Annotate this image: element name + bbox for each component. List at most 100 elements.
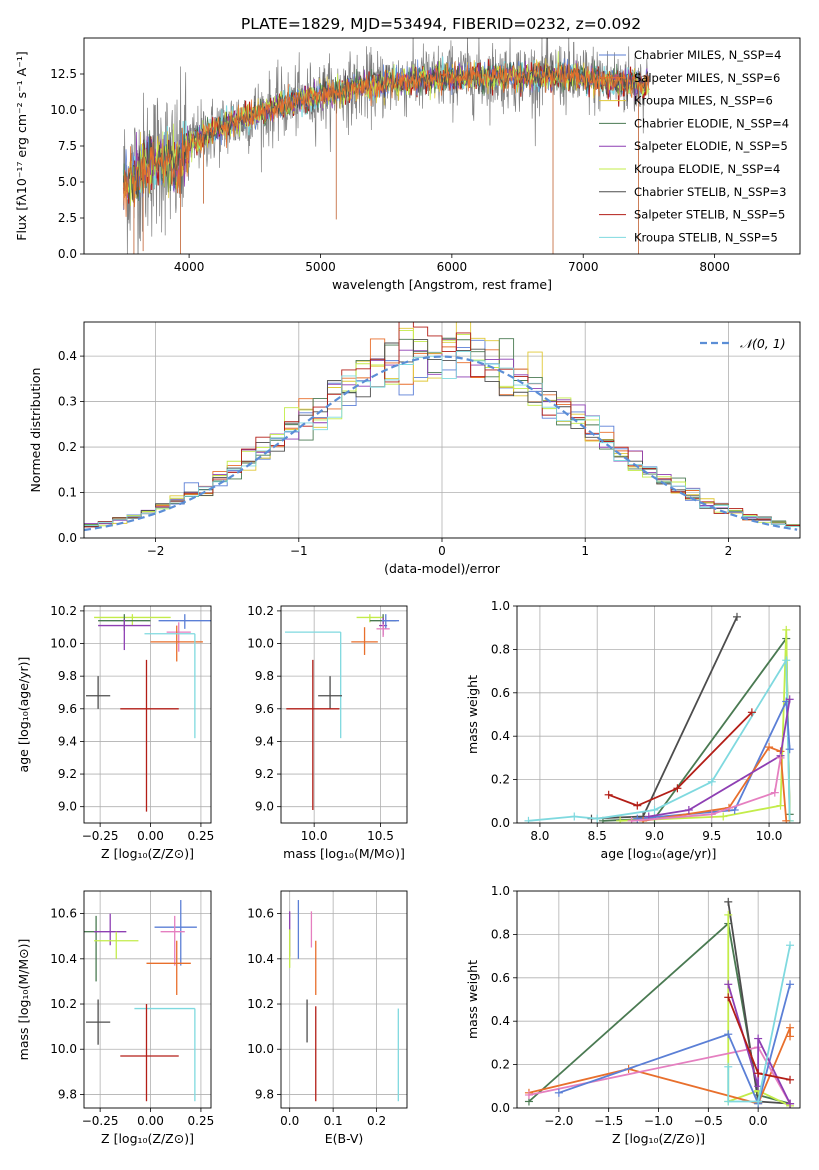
legend-label: Kroupa MILES, N_SSP=6	[634, 94, 773, 108]
x-axis-label: age [log₁₀(age/yr)]	[601, 846, 717, 861]
legend-label: Chabrier STELIB, N_SSP=3	[634, 185, 786, 199]
y-tick-label: 9.8	[255, 669, 274, 683]
x-tick-label: −2.0	[544, 1114, 573, 1128]
panel-mass_vs_ebv: 0.0 0.1 0.2 9.8 10.0 10.2 10.4 10.6 E(B-V)	[247, 890, 408, 1146]
y-tick-label: 0.0	[58, 531, 77, 545]
y-tick-label: 9.6	[255, 702, 274, 716]
y-tick-label: 0.6	[491, 686, 510, 700]
axes-frame	[83, 605, 212, 824]
x-tick-label: −1.0	[644, 1114, 673, 1128]
x-tick-label: 10.5	[367, 829, 394, 843]
y-tick-label: 7.5	[58, 139, 77, 153]
plot-area	[281, 606, 407, 823]
y-axis-label: age [log₁₀(age/yr)]	[16, 657, 31, 773]
y-tick-label: 10.6	[50, 907, 77, 921]
plot-area	[517, 891, 800, 1108]
legend-label: Kroupa STELIB, N_SSP=5	[634, 230, 778, 244]
x-tick-label: 2	[725, 544, 733, 558]
plot-area	[84, 891, 211, 1108]
panel-age_vs_mass: 10.0 10.5 9.0 9.2 9.4 9.6 9.8 10.0 10.2 mass [log…	[247, 604, 408, 861]
y-tick-label: 10.2	[50, 604, 77, 618]
axes-frame	[83, 890, 212, 1109]
y-tick-label: 9.4	[255, 734, 274, 748]
histogram-kroupa_stelib	[84, 350, 800, 529]
y-tick-label: 0.0	[58, 247, 77, 261]
series-kroupa_elodie	[620, 629, 791, 822]
y-tick-label: 0.8	[491, 927, 510, 941]
x-tick-label: 4000	[174, 260, 205, 274]
y-tick-label: 10.0	[50, 637, 77, 651]
x-tick-label: 6000	[437, 260, 468, 274]
x-tick-label: 0.00	[137, 1114, 164, 1128]
legend-label: Kroupa ELODIE, N_SSP=4	[634, 162, 780, 176]
y-tick-label: 0.2	[491, 773, 510, 787]
series-kroupa_stelib	[727, 945, 791, 1103]
legend-label: Salpeter MILES, N_SSP=6	[634, 71, 780, 85]
y-tick-label: 9.0	[58, 800, 77, 814]
axes-frame	[83, 321, 801, 539]
x-tick-label: −1	[290, 544, 308, 558]
x-tick-label: 0.0	[280, 1114, 299, 1128]
y-tick-label: 2.5	[58, 211, 77, 225]
y-axis-label: mass weight	[465, 675, 480, 754]
axes-frame	[516, 605, 801, 824]
x-tick-label: 0.0	[749, 1114, 768, 1128]
y-axis-label: Normed distribution	[28, 368, 43, 493]
x-tick-label: 9.0	[645, 829, 664, 843]
y-tick-label: 0.4	[491, 1014, 510, 1028]
series-salpeter_miles	[642, 745, 788, 822]
x-tick-label: 1	[581, 544, 589, 558]
legend-label: 𝒩(0, 1)	[740, 336, 786, 351]
y-tick-label: 10.4	[247, 952, 274, 966]
y-tick-label: 0.0	[491, 1101, 510, 1115]
y-tick-label: 9.2	[255, 767, 274, 781]
y-tick-label: 10.4	[50, 952, 77, 966]
series-chabrier_miles	[558, 984, 791, 1107]
x-tick-label: −1.5	[594, 1114, 623, 1128]
legend-label: Salpeter STELIB, N_SSP=5	[634, 208, 785, 222]
y-tick-label: 10.0	[50, 1042, 77, 1056]
x-axis-label: E(B-V)	[325, 1131, 364, 1146]
y-axis-label: mass weight	[465, 960, 480, 1039]
x-tick-label: 9.5	[702, 829, 721, 843]
x-tick-label: 8000	[699, 260, 730, 274]
x-tick-label: 10.0	[301, 829, 328, 843]
y-tick-label: 0.2	[491, 1058, 510, 1072]
y-tick-label: 0.2	[58, 440, 77, 454]
x-tick-label: 0.1	[324, 1114, 343, 1128]
y-tick-label: 10.2	[50, 997, 77, 1011]
y-tick-label: 9.8	[255, 1087, 274, 1101]
legend-label: Chabrier ELODIE, N_SSP=4	[634, 116, 789, 130]
panel-age_vs_Z: −0.25 0.00 0.25 9.0 9.2 9.4 9.6 9.8 10.0 10.2 Z [l…	[16, 604, 214, 861]
x-tick-label: −0.25	[82, 1114, 119, 1128]
series-salpeter_stelib	[608, 711, 753, 807]
x-tick-label: 7000	[568, 260, 599, 274]
y-tick-label: 0.8	[491, 642, 510, 656]
series-salpeter_elodie	[648, 699, 791, 818]
x-axis-label: wavelength [Angstrom, rest frame]	[332, 277, 552, 292]
plot-area	[517, 606, 800, 823]
y-tick-label: 10.2	[247, 604, 274, 618]
series-chabrier_elodie	[528, 921, 791, 1105]
y-tick-label: 9.2	[58, 767, 77, 781]
axes-frame	[83, 37, 801, 255]
x-tick-label: 0.25	[188, 829, 215, 843]
y-axis-label: mass [log₁₀(M/M⊙)]	[16, 939, 31, 1061]
y-tick-label: 9.4	[58, 734, 77, 748]
x-tick-label: 0.2	[367, 1114, 386, 1128]
y-tick-label: 10.0	[247, 637, 274, 651]
x-axis-label: Z [log₁₀(Z/Z⊙)]	[612, 1131, 705, 1146]
legend-label: Chabrier MILES, N_SSP=4	[634, 48, 781, 62]
panel-mass_vs_Z: −0.25 0.00 0.25 9.8 10.0 10.2 10.4 10.6 Z [log₁₀…	[16, 890, 215, 1146]
y-tick-label: 1.0	[491, 884, 510, 898]
x-axis-label: mass [log₁₀(M/M⊙)]	[283, 846, 405, 861]
x-tick-label: −0.25	[82, 829, 119, 843]
x-tick-label: 0.25	[188, 1114, 215, 1128]
y-tick-label: 9.6	[58, 702, 77, 716]
y-tick-label: 10.6	[247, 907, 274, 921]
y-tick-label: 0.6	[491, 971, 510, 985]
y-tick-label: 9.8	[58, 669, 77, 683]
x-tick-label: 8.5	[588, 829, 607, 843]
y-tick-label: 9.0	[255, 800, 274, 814]
legend-label: Salpeter ELODIE, N_SSP=5	[634, 139, 788, 153]
